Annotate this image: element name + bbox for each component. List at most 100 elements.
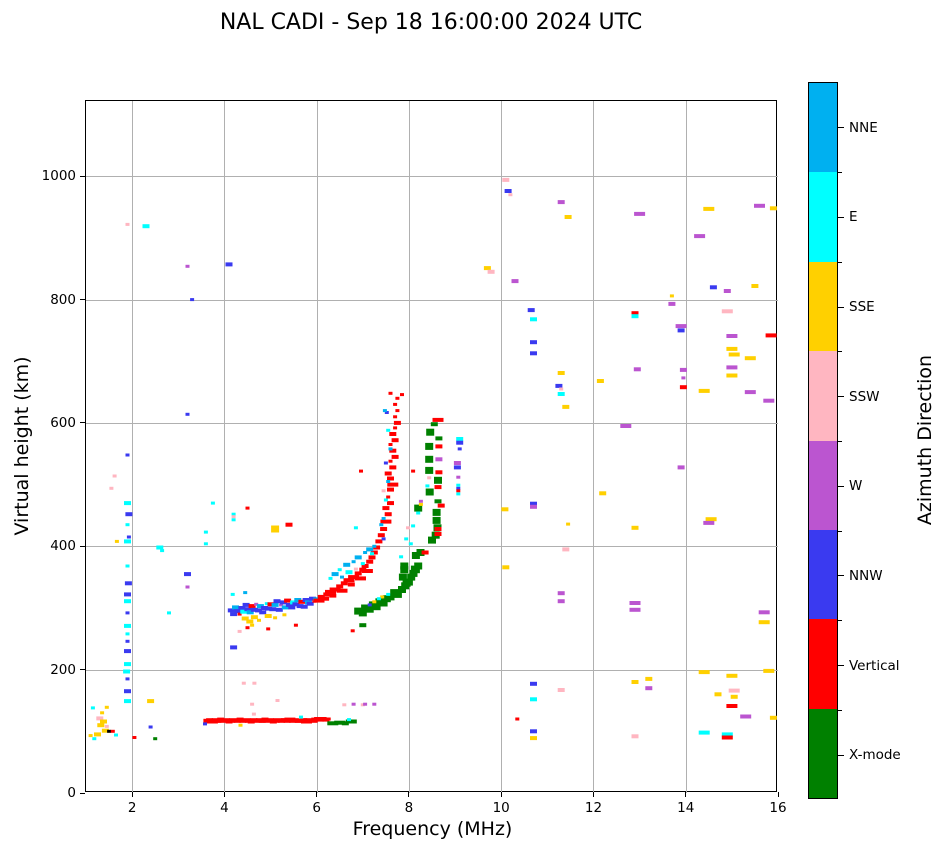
data-point — [398, 573, 407, 581]
data-point — [288, 605, 296, 610]
data-point — [257, 618, 261, 622]
data-point — [184, 572, 191, 577]
data-point — [250, 702, 255, 706]
data-point — [331, 572, 339, 577]
data-point — [353, 526, 358, 530]
data-point — [360, 703, 365, 707]
data-point — [432, 508, 441, 516]
data-point — [318, 596, 330, 601]
colorbar-label-sse: SSE — [849, 299, 875, 316]
data-point — [559, 387, 564, 391]
data-point — [456, 486, 461, 490]
x-tick-mark — [408, 792, 410, 797]
colorbar-boundary-tick — [838, 709, 842, 711]
data-point — [244, 607, 252, 612]
data-point — [408, 542, 413, 546]
data-point — [271, 525, 280, 533]
colorbar-tick-mark — [838, 396, 844, 398]
data-point — [232, 605, 239, 610]
data-point — [285, 602, 293, 607]
data-point — [345, 719, 357, 724]
data-point — [425, 442, 434, 450]
data-point — [107, 729, 112, 733]
data-point — [246, 619, 254, 624]
x-tick-mark — [131, 792, 133, 797]
data-point — [557, 591, 565, 596]
y-tick-mark — [80, 299, 85, 301]
y-tick-mark — [80, 792, 85, 794]
data-point — [360, 562, 365, 566]
data-point — [511, 279, 519, 284]
data-point — [292, 602, 300, 607]
data-point — [351, 702, 356, 706]
data-point — [104, 705, 109, 709]
data-point — [266, 627, 271, 631]
data-point — [435, 470, 443, 475]
data-point — [530, 729, 537, 734]
data-point — [386, 495, 391, 499]
data-point — [564, 215, 572, 219]
data-point — [284, 598, 292, 603]
x-tick-mark — [223, 792, 225, 797]
data-point — [259, 610, 267, 615]
data-point — [400, 393, 404, 397]
data-point — [393, 402, 398, 406]
data-point — [456, 475, 461, 479]
data-point — [92, 737, 97, 741]
data-point — [487, 269, 495, 274]
data-point — [350, 629, 355, 633]
data-point — [327, 721, 339, 726]
data-point — [340, 581, 348, 586]
data-point — [343, 562, 351, 567]
data-point — [557, 371, 565, 375]
data-point — [411, 469, 416, 473]
data-point — [631, 525, 639, 530]
data-point — [372, 702, 377, 706]
data-point — [721, 309, 733, 314]
colorbar-boundary-tick — [838, 172, 842, 174]
data-point — [728, 688, 740, 693]
x-tick-label: 12 — [584, 800, 603, 816]
data-point — [124, 592, 131, 597]
data-point — [380, 595, 385, 599]
data-point — [273, 616, 278, 620]
data-point — [231, 518, 236, 522]
data-point — [758, 620, 770, 625]
data-point — [271, 602, 279, 607]
data-point — [230, 592, 235, 596]
data-point — [231, 515, 236, 519]
data-point — [402, 579, 411, 587]
data-point — [645, 686, 653, 691]
data-point — [282, 613, 287, 617]
data-point — [389, 448, 397, 453]
data-point — [88, 734, 93, 738]
data-point — [329, 587, 341, 592]
data-point — [377, 533, 385, 538]
data-point — [703, 520, 715, 525]
data-point — [329, 593, 337, 598]
colorbar-boundary-tick — [838, 261, 842, 263]
data-point — [566, 522, 571, 526]
data-point — [399, 555, 404, 559]
data-point — [721, 732, 733, 737]
y-tick-mark — [80, 545, 85, 547]
data-point — [432, 417, 444, 422]
colorbar-boundary-tick — [838, 620, 842, 622]
data-point — [391, 454, 399, 459]
data-point — [363, 551, 368, 554]
data-point — [238, 723, 243, 727]
y-tick-mark — [80, 175, 85, 177]
data-point — [726, 334, 738, 338]
data-point — [380, 519, 392, 524]
data-point — [126, 535, 131, 539]
data-point — [384, 512, 392, 517]
data-point — [744, 356, 756, 361]
data-point — [709, 285, 717, 290]
data-point — [562, 547, 570, 552]
data-point — [428, 536, 436, 544]
data-point — [698, 388, 710, 393]
data-point — [227, 608, 235, 613]
data-point — [388, 391, 393, 395]
data-point — [744, 390, 756, 395]
data-point — [726, 346, 738, 351]
